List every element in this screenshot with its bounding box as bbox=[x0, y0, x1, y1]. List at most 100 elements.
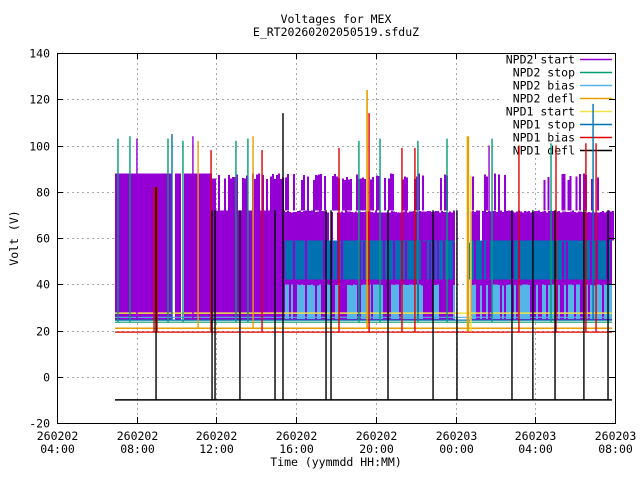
legend-label: NPD1 stop bbox=[513, 118, 575, 132]
x-tick-label-date: 260202 bbox=[117, 429, 159, 443]
data-bar bbox=[391, 174, 394, 211]
data-bar bbox=[392, 285, 395, 319]
legend-item: NPD2 start bbox=[506, 53, 612, 67]
data-bar bbox=[330, 241, 333, 280]
data-bar bbox=[513, 212, 516, 241]
data-bar bbox=[533, 210, 536, 241]
data-bar bbox=[410, 284, 413, 319]
data-bar bbox=[390, 211, 393, 241]
data-bar bbox=[523, 211, 526, 241]
data-bar bbox=[262, 174, 265, 211]
band-fill bbox=[469, 240, 613, 280]
data-bar bbox=[292, 173, 295, 211]
data-bar bbox=[366, 211, 369, 241]
data-bar bbox=[212, 178, 215, 211]
data-bar bbox=[446, 212, 449, 241]
data-bar bbox=[491, 284, 494, 319]
data-bar bbox=[438, 212, 441, 241]
data-bar bbox=[408, 284, 411, 319]
data-bar bbox=[497, 210, 500, 241]
data-bar bbox=[561, 211, 564, 241]
data-bar bbox=[270, 176, 273, 211]
data-bar bbox=[589, 284, 592, 319]
data-bar bbox=[383, 177, 386, 211]
data-bar bbox=[547, 211, 550, 241]
data-bar bbox=[298, 284, 301, 319]
data-bar bbox=[577, 284, 580, 319]
data-bar bbox=[290, 284, 293, 319]
data-bar bbox=[322, 241, 325, 280]
data-bar bbox=[388, 212, 391, 241]
bar-cluster bbox=[543, 173, 578, 211]
data-bar bbox=[468, 242, 471, 280]
data-bar bbox=[294, 212, 297, 241]
data-bar bbox=[230, 178, 233, 211]
data-bar bbox=[296, 211, 299, 241]
bar-cluster bbox=[469, 210, 614, 241]
data-bar bbox=[380, 212, 383, 241]
data-bar bbox=[418, 284, 421, 319]
hline-layer bbox=[114, 312, 613, 401]
bar-cluster bbox=[341, 173, 404, 211]
data-bar bbox=[543, 284, 546, 319]
data-bar bbox=[396, 212, 399, 241]
data-bar bbox=[420, 240, 423, 280]
data-bar bbox=[258, 173, 261, 211]
y-tick-label: 20 bbox=[36, 325, 50, 339]
data-bar bbox=[341, 178, 344, 211]
data-bar bbox=[414, 284, 417, 319]
data-bar bbox=[545, 212, 548, 241]
data-bar bbox=[300, 284, 303, 319]
data-bar bbox=[589, 212, 592, 241]
data-bar bbox=[374, 284, 377, 319]
data-bar bbox=[352, 284, 355, 319]
data-bar bbox=[284, 212, 287, 241]
data-bar bbox=[605, 240, 608, 280]
data-bar bbox=[595, 241, 598, 280]
data-bar bbox=[360, 211, 363, 241]
data-bar bbox=[448, 211, 451, 241]
data-bar bbox=[415, 176, 418, 211]
x-tick-label-time: 04:00 bbox=[40, 442, 75, 456]
data-bar bbox=[551, 210, 554, 241]
data-bar bbox=[316, 175, 319, 211]
data-bar bbox=[577, 211, 580, 241]
data-bar bbox=[300, 180, 303, 211]
data-bar bbox=[475, 210, 478, 241]
data-bar bbox=[352, 212, 355, 241]
legend-background bbox=[500, 54, 614, 158]
bar-cluster bbox=[468, 242, 471, 280]
data-bar bbox=[583, 211, 586, 241]
data-bar bbox=[363, 178, 366, 211]
data-bar bbox=[525, 211, 528, 241]
data-bar bbox=[296, 284, 299, 319]
data-bar bbox=[581, 211, 584, 241]
data-bar bbox=[402, 284, 405, 319]
bar-cluster bbox=[284, 173, 319, 211]
data-bar bbox=[585, 284, 588, 319]
y-tick-label: 120 bbox=[29, 93, 50, 107]
data-bar bbox=[575, 176, 578, 211]
bar-cluster bbox=[403, 173, 448, 211]
data-bar bbox=[501, 212, 504, 241]
data-bar bbox=[403, 176, 406, 211]
data-bar bbox=[432, 241, 435, 280]
data-bar bbox=[244, 178, 247, 211]
data-bar bbox=[609, 211, 612, 241]
data-bar bbox=[436, 284, 439, 319]
data-bar bbox=[286, 174, 289, 211]
data-bar bbox=[575, 212, 578, 241]
data-bar bbox=[326, 284, 329, 319]
data-bar bbox=[603, 212, 606, 241]
data-bar bbox=[489, 211, 492, 241]
data-bar bbox=[288, 211, 291, 241]
data-bar bbox=[547, 176, 550, 211]
data-bar bbox=[298, 210, 301, 241]
data-bar bbox=[405, 177, 408, 211]
data-bar bbox=[312, 179, 315, 211]
data-bar bbox=[328, 285, 331, 319]
data-bar bbox=[573, 211, 576, 241]
data-bar bbox=[559, 212, 562, 241]
data-bar bbox=[358, 241, 361, 280]
data-bar bbox=[300, 211, 303, 241]
